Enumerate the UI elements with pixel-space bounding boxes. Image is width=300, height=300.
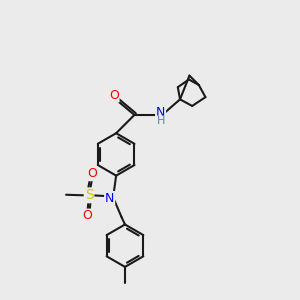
Text: O: O	[88, 167, 98, 180]
Text: H: H	[157, 116, 165, 126]
Text: N: N	[105, 192, 114, 205]
Text: O: O	[109, 89, 119, 102]
Text: O: O	[82, 209, 92, 223]
Text: S: S	[85, 188, 93, 202]
Text: N: N	[156, 106, 165, 119]
